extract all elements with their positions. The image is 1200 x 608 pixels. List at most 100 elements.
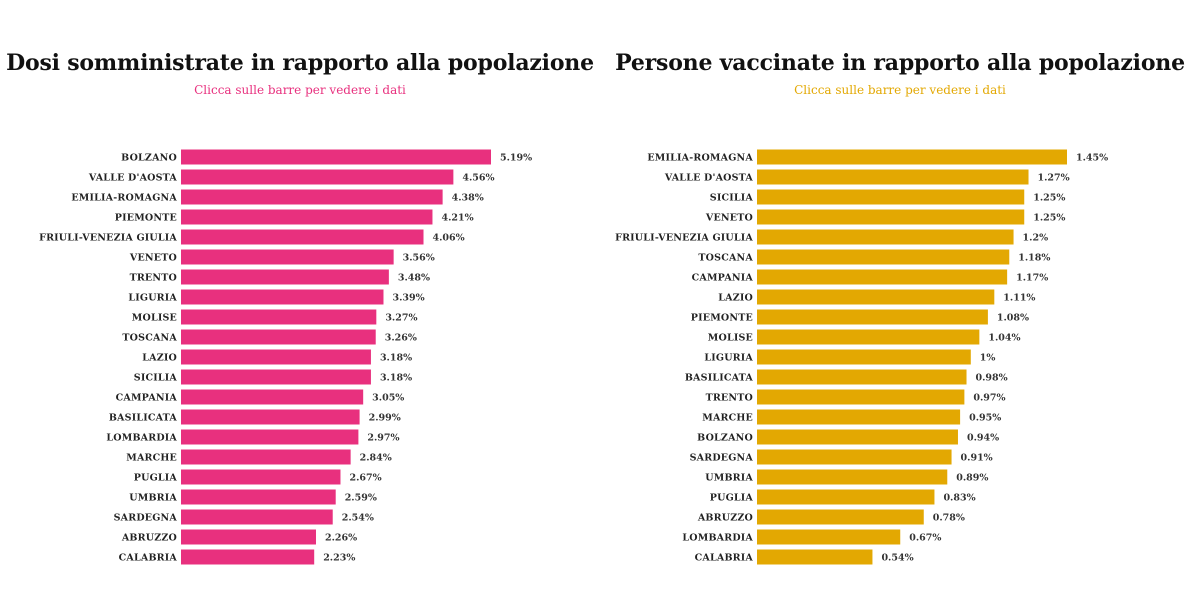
left-value-label: 2.97%	[367, 433, 399, 444]
left-category-label: CAMPANIA	[116, 393, 178, 404]
right-bar[interactable]	[757, 309, 988, 325]
right-bar[interactable]	[757, 489, 935, 505]
right-category-label: PIEMONTE	[691, 313, 753, 324]
left-category-label: UMBRIA	[129, 493, 177, 504]
left-bar[interactable]	[181, 549, 315, 565]
left-category-label: EMILIA-ROMAGNA	[71, 193, 177, 204]
left-category-label: TOSCANA	[122, 333, 177, 344]
left-value-label: 2.59%	[345, 493, 377, 504]
right-value-label: 0.91%	[961, 453, 993, 464]
left-value-label: 2.84%	[360, 453, 392, 464]
right-bar[interactable]	[757, 549, 873, 565]
right-value-label: 1.25%	[1033, 213, 1065, 224]
right-category-label: TOSCANA	[698, 253, 753, 264]
left-bar[interactable]	[181, 489, 336, 505]
left-bar[interactable]	[181, 369, 371, 385]
left-bar[interactable]	[181, 249, 394, 265]
left-value-label: 2.99%	[369, 413, 401, 424]
left-bar[interactable]	[181, 209, 433, 225]
right-category-label: BOLZANO	[697, 433, 753, 444]
left-category-label: BASILICATA	[109, 413, 178, 424]
left-category-label: CALABRIA	[119, 553, 178, 564]
right-bar[interactable]	[757, 509, 924, 525]
right-bar[interactable]	[757, 529, 901, 545]
right-bar[interactable]	[757, 269, 1008, 285]
right-bar[interactable]	[757, 469, 948, 485]
right-bar[interactable]	[757, 449, 952, 465]
left-chart-subtitle: Clicca sulle barre per vedere i dati	[194, 83, 406, 97]
right-chart-panel: Persone vaccinate in rapporto alla popol…	[600, 0, 1200, 608]
right-bar[interactable]	[757, 169, 1029, 185]
left-category-label: FRIULI-VENEZIA GIULIA	[39, 233, 177, 244]
left-category-label: LIGURIA	[128, 293, 177, 304]
right-value-label: 0.67%	[909, 533, 941, 544]
left-value-label: 3.39%	[392, 293, 424, 304]
right-category-label: FRIULI-VENEZIA GIULIA	[615, 233, 753, 244]
right-category-label: SARDEGNA	[690, 453, 754, 464]
left-category-label: PIEMONTE	[115, 213, 177, 224]
right-bar[interactable]	[757, 329, 980, 345]
right-value-label: 0.97%	[973, 393, 1005, 404]
right-bar[interactable]	[757, 429, 958, 445]
left-category-label: VENETO	[129, 253, 177, 264]
right-category-label: CALABRIA	[695, 553, 754, 564]
right-bar[interactable]	[757, 409, 961, 425]
left-category-label: VALLE D'AOSTA	[88, 173, 178, 184]
left-category-label: ABRUZZO	[121, 533, 177, 544]
left-bar[interactable]	[181, 289, 384, 305]
right-category-label: TRENTO	[706, 393, 753, 404]
right-bar[interactable]	[757, 209, 1025, 225]
right-value-label: 0.78%	[933, 513, 965, 524]
right-bar[interactable]	[757, 249, 1010, 265]
left-bar[interactable]	[181, 389, 364, 405]
right-bar[interactable]	[757, 369, 967, 385]
left-bar[interactable]	[181, 349, 371, 365]
left-value-label: 2.54%	[342, 513, 374, 524]
left-bar[interactable]	[181, 169, 454, 185]
left-bar[interactable]	[181, 309, 377, 325]
left-bar[interactable]	[181, 429, 359, 445]
right-bar-chart: EMILIA-ROMAGNA 1.45% VALLE D'AOSTA 1.27% SIC…	[615, 149, 1108, 565]
right-value-label: 1.2%	[1023, 233, 1049, 244]
left-category-label: LAZIO	[142, 353, 177, 364]
right-category-label: SICILIA	[710, 193, 754, 204]
right-chart-title: Persone vaccinate in rapporto alla popol…	[615, 50, 1185, 76]
right-bar[interactable]	[757, 289, 995, 305]
left-value-label: 3.18%	[380, 353, 412, 364]
left-bar[interactable]	[181, 269, 389, 285]
right-value-label: 1.27%	[1038, 173, 1070, 184]
left-value-label: 4.21%	[441, 213, 473, 224]
left-bar[interactable]	[181, 509, 333, 525]
right-bar[interactable]	[757, 189, 1025, 205]
left-category-label: SARDEGNA	[114, 513, 178, 524]
left-value-label: 2.67%	[349, 473, 381, 484]
right-bar[interactable]	[757, 149, 1067, 165]
left-bar[interactable]	[181, 469, 341, 485]
right-value-label: 1%	[980, 353, 996, 364]
left-bar[interactable]	[181, 329, 376, 345]
left-bar[interactable]	[181, 229, 424, 245]
right-category-label: MOLISE	[708, 333, 753, 344]
left-bar[interactable]	[181, 189, 443, 205]
right-value-label: 1.25%	[1033, 193, 1065, 204]
right-category-label: BASILICATA	[685, 373, 754, 384]
right-category-label: PUGLIA	[710, 493, 754, 504]
left-bar[interactable]	[181, 449, 351, 465]
right-value-label: 0.54%	[881, 553, 913, 564]
right-value-label: 1.18%	[1018, 253, 1050, 264]
right-bar[interactable]	[757, 229, 1014, 245]
left-bar[interactable]	[181, 149, 491, 165]
right-value-label: 0.94%	[967, 433, 999, 444]
left-value-label: 2.26%	[325, 533, 357, 544]
right-bar[interactable]	[757, 389, 965, 405]
left-category-label: PUGLIA	[134, 473, 178, 484]
right-category-label: LAZIO	[718, 293, 753, 304]
left-bar[interactable]	[181, 529, 316, 545]
right-chart-subtitle: Clicca sulle barre per vedere i dati	[794, 83, 1006, 97]
right-bar[interactable]	[757, 349, 971, 365]
left-value-label: 3.18%	[380, 373, 412, 384]
right-category-label: LOMBARDIA	[682, 533, 753, 544]
left-bar[interactable]	[181, 409, 360, 425]
left-value-label: 3.27%	[385, 313, 417, 324]
left-category-label: MARCHE	[126, 453, 177, 464]
